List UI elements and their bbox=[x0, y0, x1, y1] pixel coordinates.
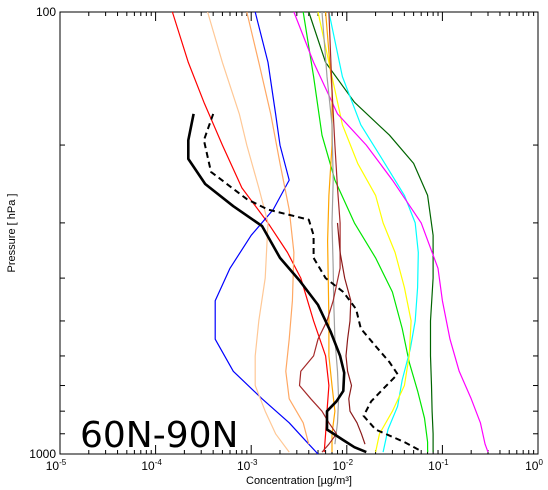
y-tick-labels: 100 1000 bbox=[29, 5, 56, 461]
series-line-12 bbox=[298, 11, 341, 453]
series-line-2 bbox=[214, 11, 319, 455]
x-tick-label: 100 bbox=[525, 458, 543, 473]
x-tick-labels: 10-5 10-4 10-3 10-2 10-1 100 bbox=[46, 458, 544, 473]
x-tick-label: 10-5 bbox=[46, 458, 67, 473]
y-tick-label: 1000 bbox=[29, 447, 56, 461]
x-axis-label: Concentration [µg/m³] bbox=[246, 475, 352, 487]
series-lines bbox=[171, 11, 489, 455]
x-tick-label: 10-1 bbox=[428, 458, 449, 473]
series-line-15 bbox=[202, 113, 422, 452]
series-line-9 bbox=[293, 11, 489, 453]
series-line-13 bbox=[336, 222, 366, 445]
y-axis-label: Pressure [ hPa ] bbox=[6, 194, 18, 273]
series-line-5 bbox=[302, 11, 429, 453]
series-line-14 bbox=[187, 113, 367, 454]
y-tick-label: 100 bbox=[36, 5, 56, 19]
plot-frame bbox=[59, 11, 539, 455]
region-annotation: 60N-90N bbox=[80, 415, 238, 456]
series-line-1 bbox=[171, 11, 330, 453]
series-line-8 bbox=[317, 11, 412, 453]
series-line-3 bbox=[207, 11, 290, 453]
series-line-7 bbox=[328, 11, 419, 453]
x-tick-label: 10-4 bbox=[141, 458, 162, 473]
tick-marks bbox=[59, 12, 538, 454]
x-tick-label: 10-3 bbox=[237, 458, 258, 473]
x-tick-label: 10-2 bbox=[333, 458, 354, 473]
series-line-4 bbox=[246, 11, 310, 445]
